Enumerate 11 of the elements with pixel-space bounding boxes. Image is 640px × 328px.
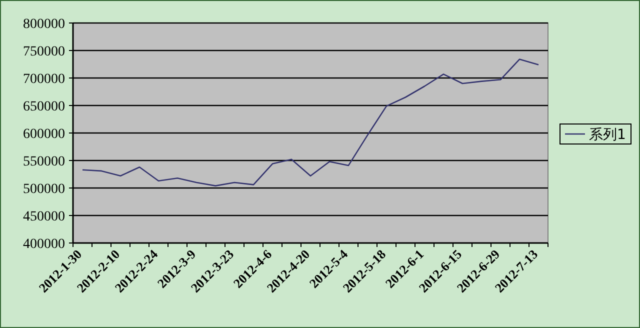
y-tick-label: 500000	[23, 182, 65, 197]
y-tick-label: 450000	[23, 210, 65, 224]
y-tick-label: 800000	[23, 17, 65, 32]
y-tick-label: 600000	[23, 127, 65, 142]
line-series	[82, 58, 540, 186]
y-tick-label: 750000	[23, 44, 65, 60]
y-tick-label: 700000	[23, 72, 65, 87]
y-tick-label: 400000	[23, 237, 65, 252]
y-tick-label: 550000	[23, 154, 65, 170]
y-tick-label: 650000	[23, 100, 65, 114]
legend-label: 系列1	[589, 127, 626, 143]
